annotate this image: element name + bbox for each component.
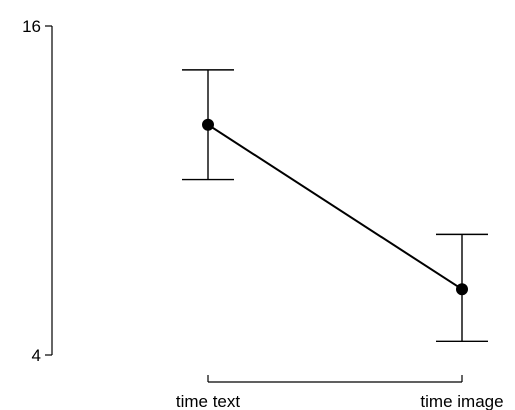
data-point <box>202 118 214 131</box>
x-axis: time text time image <box>176 375 504 410</box>
plot-area <box>182 69 488 342</box>
y-tick-label: 16 <box>22 17 41 36</box>
x-tick-label: time text <box>176 392 241 410</box>
data-point <box>456 283 468 296</box>
y-axis: 16 4 <box>22 17 53 365</box>
x-tick-label: time image <box>420 392 503 410</box>
series-line <box>207 123 463 291</box>
y-tick-label: 4 <box>32 346 41 365</box>
